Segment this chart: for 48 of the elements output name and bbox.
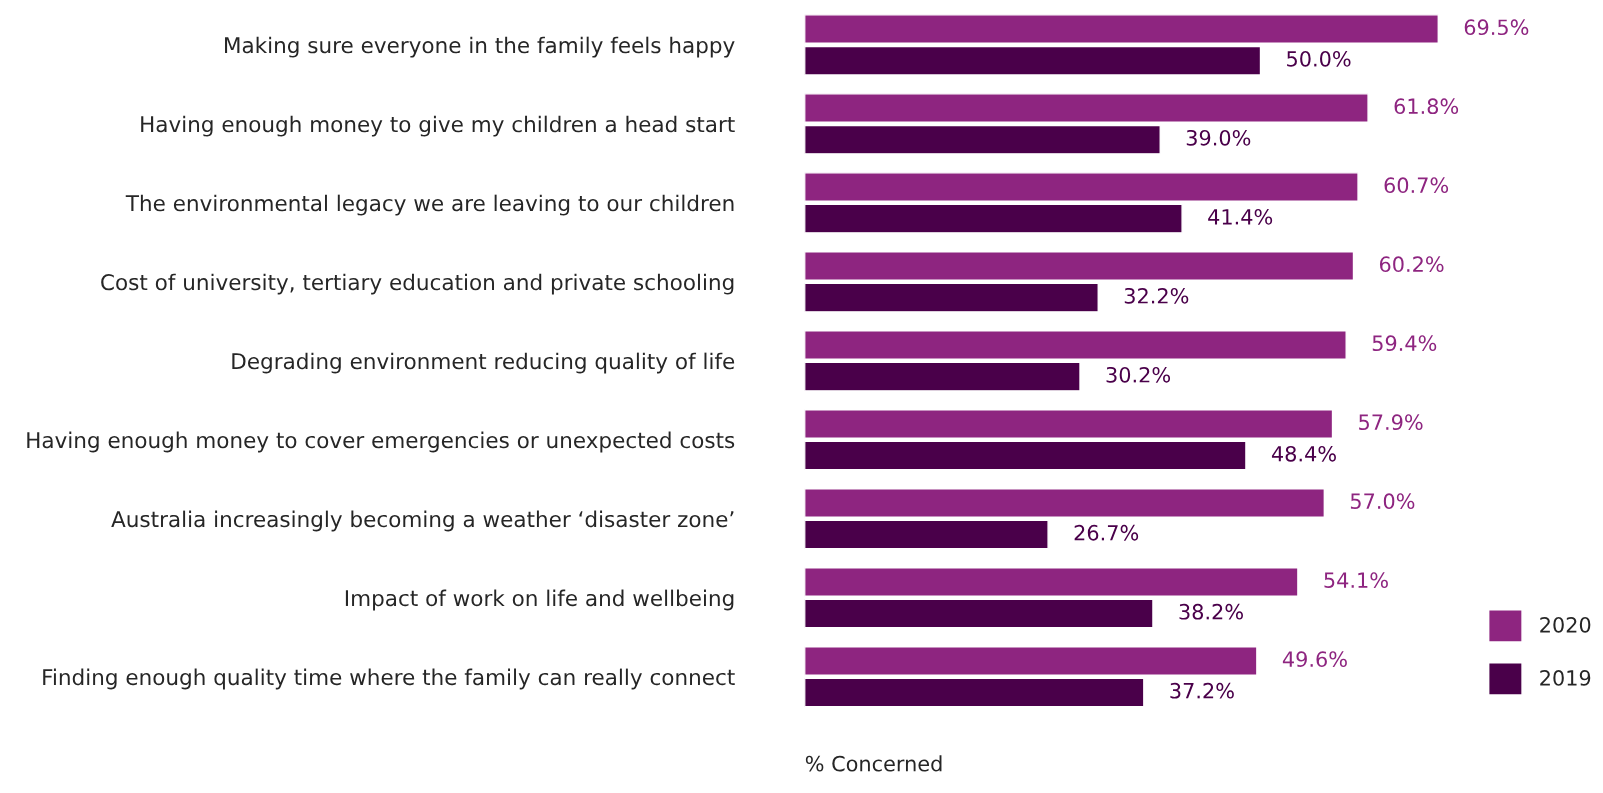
y-tick-label: Cost of university, tertiary education and private schooling: [101, 273, 734, 295]
y-tick-label: Having enough money to cover emergencies or unexpected costs: [27, 431, 735, 453]
bar: [804, 598, 1154, 629]
bar: [804, 488, 1326, 518]
bar: [804, 361, 1081, 392]
bar: [804, 93, 1369, 123]
bar: [804, 330, 1347, 360]
data-label: 60.2%: [1379, 256, 1444, 273]
data-label: 39.0%: [1186, 129, 1251, 146]
y-tick-label: Degrading environment reducing quality of life: [232, 352, 735, 374]
bar: [804, 646, 1258, 676]
legend-label: 2019: [1540, 670, 1591, 686]
bar: [804, 440, 1247, 471]
data-label: 57.9%: [1359, 414, 1423, 431]
y-tick-label: Finding enough quality time where the family can really connect: [43, 668, 735, 690]
bar: [804, 124, 1161, 155]
data-label: 61.8%: [1394, 98, 1459, 115]
data-label: 32.2%: [1124, 287, 1189, 304]
data-label: 30.2%: [1106, 366, 1171, 383]
bar: [804, 251, 1355, 281]
data-label: 59.4%: [1372, 335, 1437, 352]
bar: [804, 14, 1439, 44]
bar: [804, 282, 1099, 313]
data-label: 48.4%: [1271, 445, 1336, 462]
data-label: 57.0%: [1350, 493, 1415, 510]
data-label: 38.2%: [1179, 603, 1243, 620]
data-label: 50.0%: [1287, 50, 1351, 67]
y-tick-label: The environmental legacy we are leaving to our children: [125, 194, 734, 216]
data-label: 69.5%: [1464, 19, 1529, 36]
y-tick-label: Impact of work on life and wellbeing: [345, 589, 734, 611]
data-label: 54.1%: [1324, 572, 1388, 589]
y-tick-label: Australia increasingly becoming a weather ‘disaster zone’: [111, 510, 734, 532]
bar: [804, 409, 1334, 439]
bar: [804, 677, 1145, 708]
data-label: 26.7%: [1074, 524, 1139, 541]
legend-label: 2020: [1540, 616, 1591, 633]
data-label: 41.4%: [1208, 208, 1273, 225]
data-label: 60.7%: [1384, 177, 1449, 194]
bar: [804, 567, 1299, 597]
bar: [804, 519, 1049, 550]
data-label: 49.6%: [1282, 651, 1347, 668]
bar: [804, 45, 1262, 76]
x-axis-title: % Concerned: [805, 755, 942, 772]
bar: [804, 203, 1183, 234]
y-tick-label: Making sure everyone in the family feels happy: [225, 36, 735, 58]
y-tick-label: Having enough money to give my children a head start: [141, 115, 735, 137]
bar: [804, 172, 1359, 202]
data-label: 37.2%: [1170, 682, 1234, 699]
